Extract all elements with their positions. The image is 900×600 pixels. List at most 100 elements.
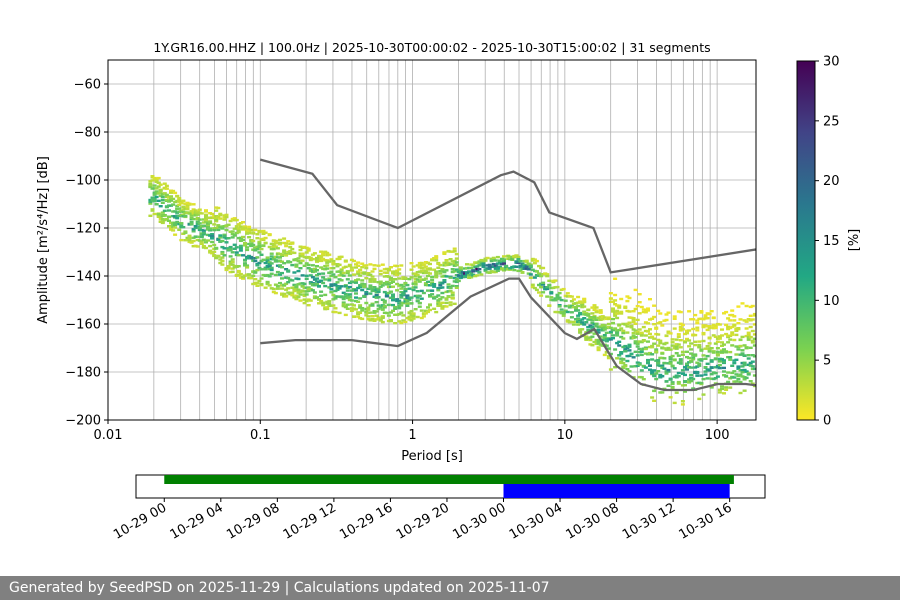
psd-cell [308, 258, 313, 262]
psd-cell [740, 302, 745, 305]
psd-cell [325, 254, 330, 257]
psd-cell [308, 268, 313, 271]
psd-cell [224, 224, 229, 228]
psd-cell [249, 255, 254, 259]
psd-cell [746, 373, 751, 376]
psd-cell [687, 339, 692, 342]
psd-cell [467, 270, 472, 273]
psd-cell [247, 236, 252, 239]
psd-cell [243, 242, 247, 245]
psd-cell [493, 264, 498, 267]
psd-cell [528, 276, 533, 279]
psd-cell [156, 185, 161, 188]
psd-cell [325, 251, 330, 255]
psd-cell [726, 317, 731, 320]
psd-cell [637, 301, 642, 304]
psd-cell [479, 258, 484, 262]
psd-cell [627, 345, 632, 348]
psd-cell [171, 229, 176, 232]
psd-cell [606, 322, 611, 326]
psd-cell [236, 228, 241, 232]
psd-cell [197, 227, 202, 230]
psd-cell [619, 327, 624, 330]
y-axis-label: Amplitude [m²/s⁴/Hz] [dB] [36, 156, 51, 324]
psd-cell [685, 355, 689, 359]
psd-cell [263, 261, 268, 265]
psd-cell [206, 233, 210, 237]
psd-cell [446, 290, 451, 293]
psd-cell [613, 299, 618, 302]
psd-cell [368, 280, 373, 283]
psd-cell [452, 247, 457, 250]
timeline-tick-label: 10-30 04 [507, 500, 565, 542]
psd-cell [337, 287, 342, 290]
psd-cell [397, 268, 402, 271]
psd-cell [214, 246, 219, 250]
psd-cell [598, 311, 603, 314]
psd-cell [282, 237, 287, 240]
psd-cell [179, 224, 184, 227]
psd-cell [356, 300, 361, 303]
psd-cell [310, 258, 315, 261]
psd-cell [637, 347, 642, 351]
psd-cell [514, 254, 519, 257]
psd-cell [327, 304, 332, 307]
psd-cell [715, 347, 720, 350]
psd-cell [397, 284, 402, 287]
psd-cell [643, 311, 648, 314]
psd-cell [695, 326, 700, 329]
psd-cell [253, 228, 258, 232]
psd-cell [397, 302, 402, 305]
psd-cell [257, 261, 262, 265]
psd-cell [247, 230, 252, 233]
psd-cell [376, 296, 381, 299]
psd-cell [646, 358, 650, 362]
colorbar-label: [%] [847, 229, 862, 252]
psd-cell [349, 307, 354, 310]
psd-cell [567, 321, 572, 324]
psd-cell [648, 364, 652, 367]
psd-cell [633, 365, 638, 368]
psd-cell [625, 299, 630, 303]
psd-cell [298, 282, 303, 285]
psd-cell [623, 365, 628, 368]
psd-cell [598, 309, 603, 312]
psd-cell [158, 215, 163, 219]
psd-cell [705, 354, 710, 358]
psd-cell [189, 241, 194, 244]
psd-cell [617, 306, 622, 309]
psd-cell [413, 283, 418, 286]
psd-cell [711, 350, 716, 353]
psd-cell [376, 290, 381, 293]
psd-cell [590, 316, 595, 319]
psd-cell [565, 310, 570, 314]
psd-cell [376, 281, 381, 284]
psd-cell [241, 235, 245, 239]
psd-cell [652, 342, 657, 345]
psd-cell [623, 350, 628, 353]
psd-cell [569, 311, 574, 314]
psd-cell [364, 292, 369, 296]
psd-cell [362, 272, 367, 275]
psd-cell [440, 282, 445, 285]
psd-cell [232, 247, 237, 250]
x-axis: 0.01 0.1 1 10 100 [94, 420, 730, 443]
psd-cell [691, 356, 696, 359]
psd-cell [629, 352, 634, 355]
psd-cell [335, 257, 340, 261]
psd-cell [555, 295, 560, 298]
psd-cell [709, 386, 714, 389]
psd-cell [734, 333, 739, 337]
psd-cell [290, 251, 295, 254]
psd-cell [158, 220, 163, 223]
psd-cell [280, 284, 284, 287]
psd-cell [434, 255, 439, 258]
psd-cell [668, 362, 673, 365]
psd-cell [734, 358, 739, 361]
psd-cell [364, 301, 369, 305]
psd-cell [397, 277, 402, 280]
psd-cell [440, 268, 445, 271]
psd-cell [691, 358, 696, 361]
psd-cell [452, 302, 457, 305]
psd-cell [660, 375, 665, 378]
